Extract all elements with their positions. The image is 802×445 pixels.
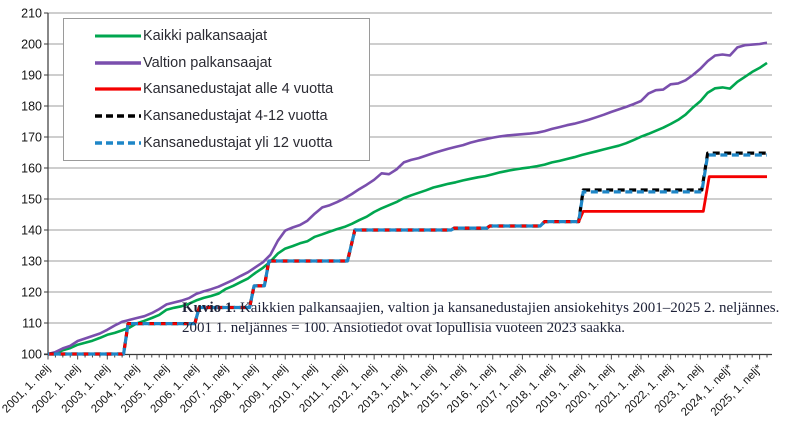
y-tick-label: 100 <box>21 348 42 362</box>
legend-label: Kansanedustajat yli 12 vuotta <box>143 134 333 151</box>
y-tick-label: 120 <box>21 286 42 300</box>
series-line-kansanedustajat-yli-12-vuotta <box>48 153 767 356</box>
y-tick-label: 170 <box>21 131 42 145</box>
series-line-valtion-palkansaajat <box>47 41 768 356</box>
legend-label: Kansanedustajat alle 4 vuotta <box>143 81 334 98</box>
y-tick-label: 140 <box>21 224 42 238</box>
legend-item-valtion-palkansaajat: Valtion palkansaajat <box>95 51 369 75</box>
solid-line-sample-icon <box>95 34 141 38</box>
y-tick-label: 200 <box>21 38 42 52</box>
caption-line1: . Kaikkien palkansaajien, valtion ja kan… <box>232 300 780 316</box>
legend-item-kansanedustajat-4-12: Kansanedustajat 4-12 vuotta <box>95 104 369 128</box>
chart-legend: Kaikki palkansaajat Valtion palkansaajat… <box>63 18 370 161</box>
dashed-line-sample-icon <box>95 140 141 145</box>
solid-line-sample-icon <box>95 87 141 92</box>
figure-caption: Kuvio 1. Kaikkien palkansaajien, valtion… <box>182 299 788 338</box>
legend-item-kansanedustajat-alle-4: Kansanedustajat alle 4 vuotta <box>95 77 369 101</box>
y-tick-label: 210 <box>21 7 42 21</box>
legend-label: Kansanedustajat 4-12 vuotta <box>143 108 328 125</box>
legend-label: Kaikki palkansaajat <box>143 28 268 45</box>
y-tick-label: 180 <box>21 100 42 114</box>
legend-label: Valtion palkansaajat <box>143 54 272 71</box>
legend-item-kaikki-palkansaajat: Kaikki palkansaajat <box>95 24 369 48</box>
solid-line-sample-icon <box>95 61 141 65</box>
dashed-line-sample-icon <box>95 114 141 118</box>
y-tick-label: 150 <box>21 193 42 207</box>
series-line-kaikki-palkansaajat <box>47 61 768 356</box>
y-tick-label: 190 <box>21 69 42 83</box>
y-tick-label: 160 <box>21 162 42 176</box>
caption-line2: 2001 1. neljännes = 100. Ansiotiedot ova… <box>182 319 625 336</box>
y-tick-label: 130 <box>21 255 42 269</box>
legend-item-kansanedustajat-yli-12: Kansanedustajat yli 12 vuotta <box>95 131 369 155</box>
y-tick-label: 110 <box>22 317 42 331</box>
caption-figure-number: Kuvio 1 <box>182 300 233 316</box>
